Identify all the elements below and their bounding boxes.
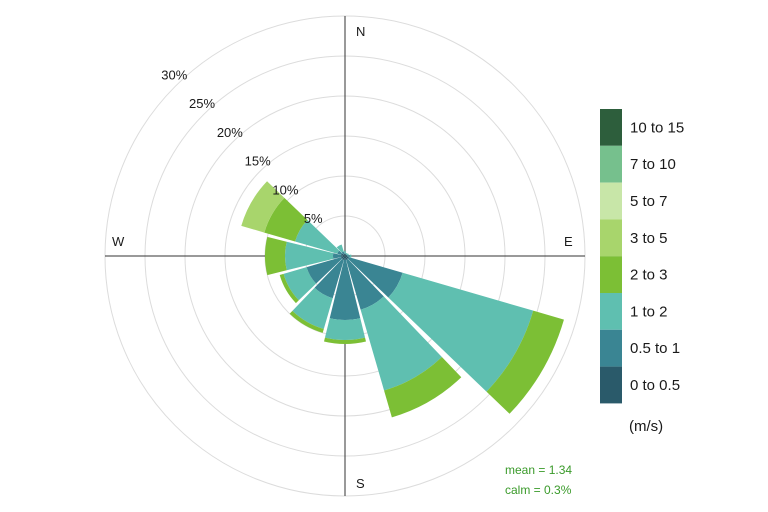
dir-label-n: N [356,24,365,39]
legend-label: 1 to 2 [630,303,668,320]
legend-swatch [600,109,622,146]
legend-swatch [600,145,622,183]
wedge-segment-180-3 [324,337,366,344]
wedge-segment-240-2 [283,267,317,301]
wedge-segment-300-1 [337,250,343,255]
dir-label-e: E [564,234,573,249]
radial-tick-label: 10% [272,182,298,197]
wedge-segment-240-1 [306,257,343,284]
calm-annotation: calm = 0.3% [505,483,572,497]
legend-swatch [600,256,622,293]
wedge-segment-270-0 [340,255,345,257]
wedge-segment-300-0 [341,253,345,256]
wedge-segment-330-2 [336,244,344,253]
wind-sectors [241,181,564,418]
legend-swatch [600,366,622,404]
legend: 10 to 15 7 to 10 5 to 7 3 to 5 2 to 3 1 to 2 0… [600,109,684,404]
wedge-segment-30-0 [345,254,347,256]
wedge-segment-90-2 [349,254,352,258]
legend-label: 3 to 5 [630,230,668,247]
wedge-segment-300-2 [295,220,340,254]
mean-annotation: mean = 1.34 [505,463,572,477]
wedge-segment-90-0 [345,255,348,257]
legend-label: 0.5 to 1 [630,340,680,357]
wedge-segment-240-3 [279,273,299,304]
legend-label: 7 to 10 [630,156,676,173]
wedge-segment-30-2 [345,252,348,255]
dir-label-s: S [356,476,365,491]
radial-tick-label: 20% [217,125,243,140]
wedge-segment-60-0 [345,254,347,256]
wedge-segment-210-2 [292,287,333,329]
wedge-segment-270-2 [285,241,334,271]
radial-tick-label: 30% [161,67,187,82]
wedge-segment-180-1 [329,259,361,320]
wedge-segment-270-1 [333,253,342,259]
wedge-segment-150-0 [345,256,348,260]
wedge-segment-0-0 [344,254,346,256]
wedge-segment-150-1 [346,258,384,310]
radial-tick-labels: 5% 10%15%20%25%30% [161,67,323,226]
wedge-segment-180-2 [324,318,366,341]
legend-swatch [600,293,622,330]
legend-swatch [600,182,622,220]
wedge-segment-180-0 [344,256,346,260]
wedge-segment-150-2 [360,296,442,391]
wedge-segment-0-2 [343,251,347,253]
legend-label: 10 to 15 [630,119,684,136]
radial-tick-label: 5% [304,211,323,226]
wedge-segment-210-3 [289,310,324,333]
wedge-segment-270-3 [265,236,287,276]
legend-label: 5 to 7 [630,193,668,210]
wedge-segment-60-1 [346,254,348,256]
legend-title: (m/s) [629,418,663,435]
wedge-segment-30-1 [345,253,347,255]
wedge-segment-210-1 [314,258,344,299]
legend-swatch [600,219,622,257]
wedge-segment-330-0 [343,253,345,256]
wedge-segment-240-0 [341,256,345,259]
wedge-segment-120-0 [345,256,349,259]
legend-label: 0 to 0.5 [630,377,680,394]
wedge-segment-60-2 [346,253,349,256]
wedge-segment-120-1 [347,257,403,298]
legend-label: 2 to 3 [630,267,668,284]
radial-tick-label: 15% [245,154,271,169]
wedge-segment-300-4 [241,181,285,233]
dir-label-w: W [112,234,125,249]
radial-tick-label: 25% [189,96,215,111]
wedge-segment-90-1 [347,254,350,258]
wedge-segment-330-1 [341,251,345,255]
legend-swatch [600,329,622,367]
wedge-segment-120-2 [388,272,534,392]
wedge-segment-150-3 [384,357,462,418]
wedge-segment-210-0 [342,256,345,260]
wedge-segment-300-3 [264,197,308,242]
wedge-segment-0-1 [344,252,346,255]
wedge-segment-120-3 [486,310,564,414]
